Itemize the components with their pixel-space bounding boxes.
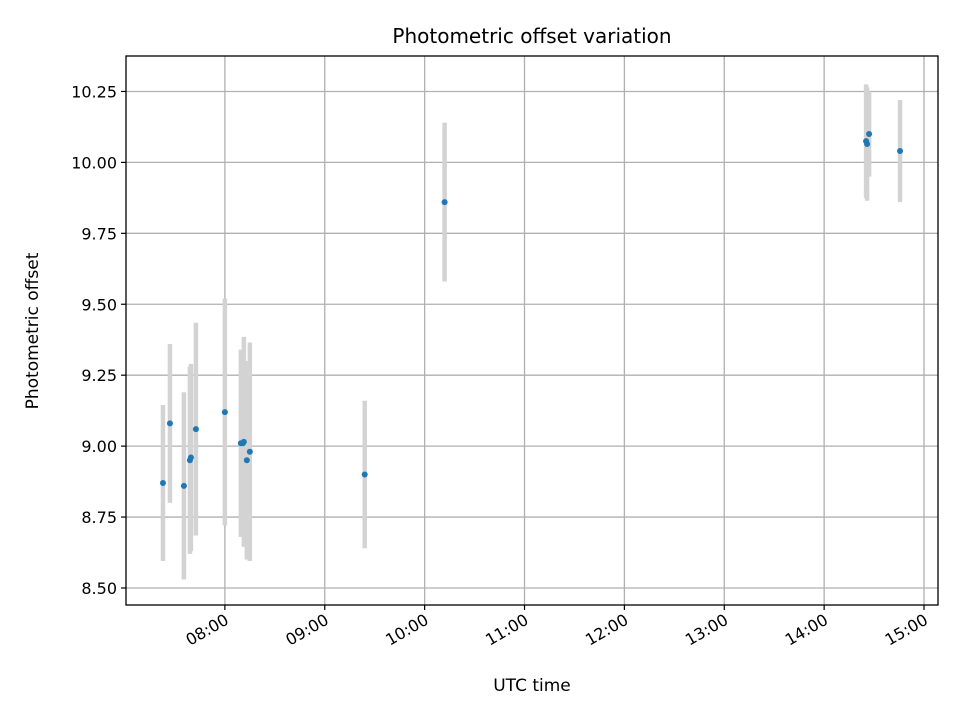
data-point: [243, 457, 250, 464]
data-point: [180, 482, 187, 489]
x-tick-label: 08:00: [182, 610, 231, 650]
data-point: [361, 471, 368, 478]
grid-layer: [126, 56, 938, 605]
y-tick-label: 8.50: [81, 579, 117, 598]
x-tick-label: 15:00: [882, 610, 931, 650]
y-tick-label: 8.75: [81, 508, 117, 527]
plot-frame: [125, 55, 939, 606]
data-point: [246, 448, 253, 455]
x-tick-label: 14:00: [782, 610, 831, 650]
y-tick-label: 9.00: [81, 437, 117, 456]
data-point: [897, 148, 904, 155]
data-point: [192, 426, 199, 433]
y-tick-label: 10.25: [71, 82, 117, 101]
x-axis-label: UTC time: [493, 676, 571, 696]
data-point: [866, 131, 873, 138]
data-point: [441, 199, 448, 206]
y-tick-label: 10.00: [71, 153, 117, 172]
y-tick-label: 9.50: [81, 295, 117, 314]
x-tick-label: 13:00: [682, 610, 731, 650]
data-point: [240, 438, 247, 445]
tick-layer: 08:00 09:00 10:00 11:00 12:00 13:00 14:00 15:00…: [71, 82, 931, 649]
chart-title: Photometric offset variation: [392, 24, 671, 48]
y-tick-label: 9.25: [81, 366, 117, 385]
data-point: [221, 409, 228, 416]
x-tick-label: 09:00: [282, 610, 331, 650]
y-axis-label: Photometric offset: [23, 252, 43, 409]
x-tick-label: 10:00: [382, 610, 431, 650]
data-point: [187, 454, 194, 461]
y-tick-label: 9.75: [81, 224, 117, 243]
errorbar-layer: [160, 84, 903, 580]
data-point: [159, 480, 166, 486]
marker-layer: [159, 131, 904, 489]
x-tick-label: 11:00: [482, 610, 531, 650]
data-point: [166, 420, 173, 427]
x-tick-label: 12:00: [582, 610, 631, 650]
data-point: [864, 140, 871, 147]
